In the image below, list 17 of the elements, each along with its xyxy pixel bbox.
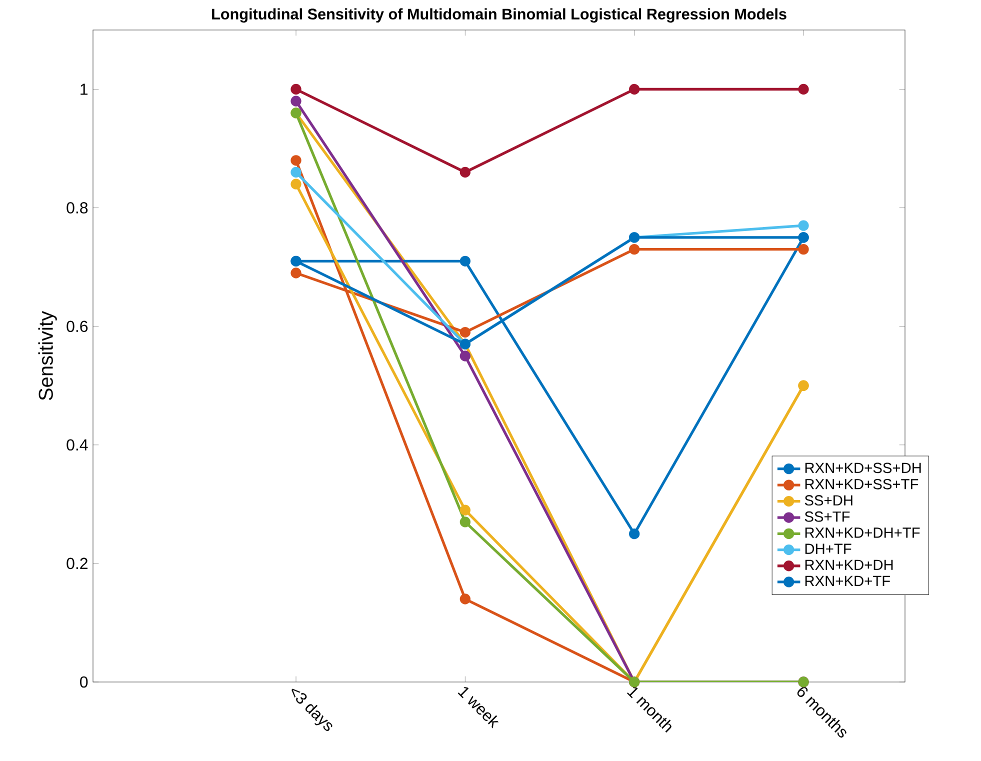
x-tick-label: <3 days <box>292 688 332 732</box>
y-tick-label: 0 <box>80 676 88 688</box>
legend-label: SS+DH <box>804 495 852 506</box>
y-tick-label: 0.8 <box>66 202 88 214</box>
legend-label: RXN+KD+DH+TF <box>805 528 920 538</box>
legend-label: DH+TF <box>805 544 852 554</box>
legend-label: RXN+KD+DH <box>805 560 893 570</box>
legend-label: RXN+KD+SS+DH <box>805 462 921 474</box>
y-tick-label: 0.6 <box>66 320 88 332</box>
legend-label: RXN+KD+SS+TF <box>805 478 918 490</box>
legend-label: SS+TF <box>804 511 850 522</box>
y-tick-label: 1 <box>80 84 88 95</box>
y-axis-title: Sensitivity <box>38 311 57 400</box>
y-tick-label: 0.4 <box>66 439 88 451</box>
y-tick-label: 0.2 <box>66 558 88 570</box>
legend-label: RXN+KD+TF <box>805 576 890 586</box>
chart-title: Longitudinal Sensitivity of Multidomain Binomial Logistical Regression Models <box>212 8 786 23</box>
